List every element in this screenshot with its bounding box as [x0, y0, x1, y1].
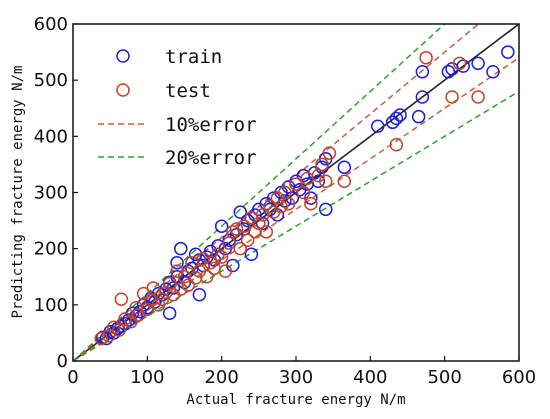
test-point	[248, 225, 262, 239]
train-point	[233, 205, 247, 219]
x-axis-label: Actual fracture energy N/m	[186, 392, 405, 408]
test-point	[140, 302, 155, 317]
data-points	[94, 45, 515, 346]
x-tick-label: 0	[67, 367, 78, 388]
test-point	[274, 199, 288, 214]
test-point	[159, 285, 173, 300]
legend-10pct-label: 10%error	[165, 114, 257, 136]
error-20pct-line	[73, 24, 446, 361]
legend-20pct-label: 20%error	[165, 147, 257, 169]
train-point	[192, 287, 207, 302]
train-point	[389, 111, 404, 126]
train-point	[318, 202, 333, 217]
y-tick-label: 500	[34, 70, 68, 91]
train-point	[486, 64, 500, 79]
y-tick-label: 100	[34, 295, 68, 316]
test-point	[304, 196, 318, 211]
train-point	[415, 90, 430, 104]
reference-lines	[73, 24, 519, 361]
train-point	[441, 64, 456, 79]
train-point	[214, 219, 229, 233]
train-point	[162, 306, 177, 321]
y-tick-label: 200	[34, 239, 68, 260]
x-tick-label: 300	[279, 367, 313, 388]
test-point	[196, 252, 210, 266]
test-point	[114, 292, 129, 306]
y-tick-label: 400	[34, 126, 68, 147]
test-point	[318, 174, 333, 189]
error-20pct-line	[73, 90, 519, 361]
test-point	[322, 146, 337, 160]
test-point	[452, 56, 467, 71]
test-point	[200, 270, 214, 284]
test-point	[112, 323, 126, 337]
x-tick-label: 500	[427, 367, 461, 388]
test-point	[155, 292, 169, 306]
test-point	[471, 90, 485, 104]
test-point	[240, 233, 255, 247]
train-point	[371, 119, 385, 133]
train-point	[501, 45, 515, 59]
test-point	[252, 216, 266, 231]
test-point	[124, 314, 138, 329]
test-point	[174, 282, 188, 296]
test-point	[229, 222, 244, 236]
x-tick-label: 200	[204, 367, 238, 388]
legend-train-label: train	[165, 46, 222, 68]
train-point	[411, 109, 426, 124]
train-point	[456, 59, 470, 73]
test-point	[337, 174, 352, 189]
test-point	[259, 225, 274, 239]
train-point	[337, 160, 352, 174]
test-point	[233, 241, 247, 256]
train-point	[174, 241, 188, 256]
test-point	[218, 264, 233, 278]
axis-ticks: 0 100 200 300 400 500 600 0 100 200 300 400 500 600	[34, 14, 537, 388]
test-point	[181, 278, 195, 292]
y-axis-label: Predicting fracture energy N/m	[10, 66, 26, 319]
train-point	[255, 216, 270, 231]
test-point	[94, 331, 108, 346]
test-point	[226, 225, 240, 239]
legend-train-marker	[116, 49, 130, 63]
y-tick-label: 0	[57, 351, 68, 372]
test-point	[419, 50, 433, 65]
test-point	[289, 177, 303, 191]
train-point	[471, 56, 485, 71]
test-point	[389, 138, 404, 152]
x-tick-label: 400	[353, 367, 387, 388]
train-point	[170, 255, 184, 270]
test-point	[445, 90, 459, 104]
test-point	[211, 247, 225, 262]
train-point	[244, 247, 259, 262]
train-point	[385, 115, 400, 130]
error-10pct-line	[73, 24, 480, 361]
train-point	[415, 64, 430, 79]
test-point	[237, 219, 251, 233]
test-point	[146, 281, 161, 295]
x-tick-label: 600	[502, 367, 536, 388]
train-point	[270, 208, 285, 222]
test-point	[214, 250, 229, 264]
legend: train test 10%error 20%error	[98, 46, 257, 169]
train-point	[393, 108, 407, 122]
test-point	[315, 157, 329, 172]
legend-test-label: test	[165, 80, 211, 102]
y-tick-label: 600	[34, 14, 68, 35]
x-tick-label: 100	[130, 367, 164, 388]
test-point	[296, 185, 311, 200]
legend-test-marker	[116, 83, 130, 97]
y-tick-label: 300	[34, 183, 68, 204]
test-point	[281, 196, 296, 211]
